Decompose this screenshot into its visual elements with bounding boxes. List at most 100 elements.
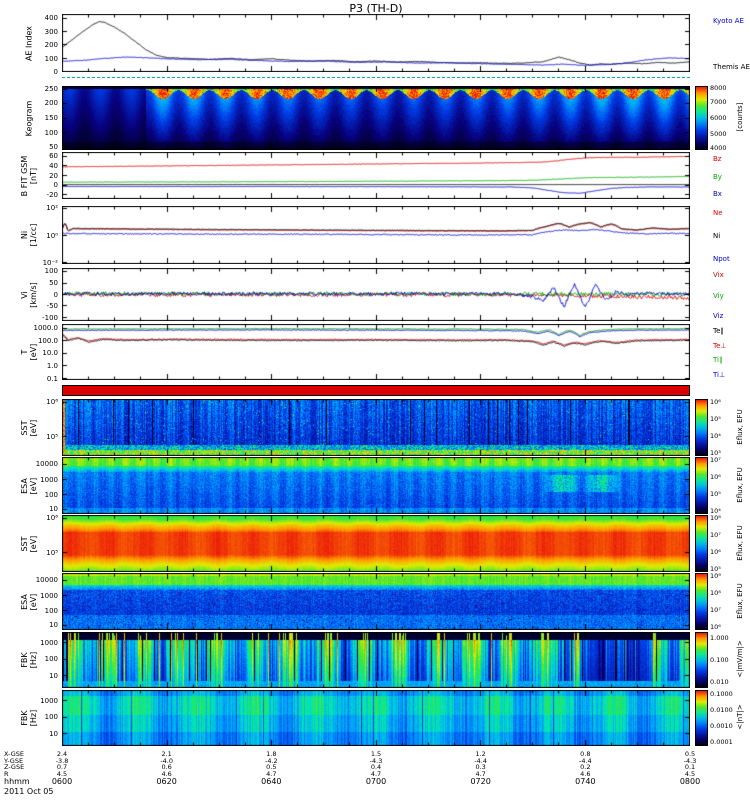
sst-ion-colorbar-tick: 10⁶ xyxy=(710,397,721,406)
ae-index-legend-1: Themis AE xyxy=(713,63,750,71)
esa-electron-colorbar-tick: 10⁷ xyxy=(710,606,721,615)
keogram-ytick-label: 150 xyxy=(44,114,58,122)
sst-ion-ytick-label: 10⁵ xyxy=(46,432,58,441)
keogram-colorbar xyxy=(695,86,708,150)
footer-axis-value: 4.7 xyxy=(266,769,277,778)
footer-axis-value: 1.8 xyxy=(266,750,277,758)
keogram-ytick-label: 50 xyxy=(49,142,58,151)
time-tick-label: 0800 xyxy=(679,777,701,786)
fbk-e-ytick-label: 10 xyxy=(49,672,58,681)
temperature-ytick-label: 10.0 xyxy=(42,349,58,358)
footer-axis-label: Y-GSE xyxy=(4,756,24,765)
temperature-ytick-label: 100.0 xyxy=(37,336,58,345)
temperature-ytick-label: 1.0 xyxy=(46,362,58,371)
velocity-legend-2: Viz xyxy=(713,312,724,320)
b-field-legend-1: By xyxy=(713,172,722,181)
ae-index-ytick-label: 200 xyxy=(44,41,58,50)
velocity-ytick-label: -100 xyxy=(42,313,58,322)
plot-title: P3 (TH-D) xyxy=(349,2,403,15)
footer-axis-value: 0.3 xyxy=(475,763,486,771)
footer-axis-value: 4.5 xyxy=(684,769,696,778)
b-field-ytick-label: 40 xyxy=(49,161,58,170)
fbk-e-colorbar-tick: 1.000 xyxy=(710,633,729,642)
temperature-legend-0: Te∥ xyxy=(713,327,724,335)
footer-axis-value: -4.3 xyxy=(369,756,383,765)
time-tick-label: 0600 xyxy=(51,777,73,786)
temperature-canvas xyxy=(62,324,690,380)
footer-axis-value: 2.4 xyxy=(56,750,68,758)
ae-index-legend-0: Kyoto AE xyxy=(713,17,744,25)
sst-ion-ytick-label: 10⁶ xyxy=(46,397,58,406)
keogram-ytick-label: 200 xyxy=(44,99,58,108)
footer-axis-label: Z-GSE xyxy=(4,763,25,771)
esa-ion-ytick-label: 10 xyxy=(49,505,58,514)
b-field-ytick-label: -20 xyxy=(46,191,58,200)
esa-ion-ytick-label: 100 xyxy=(44,490,58,499)
footer-axis-value: -3.8 xyxy=(55,756,69,765)
fbk-b-colorbar-tick: 0.0100 xyxy=(710,706,733,715)
esa-ion-colorbar-tick: 10⁶ xyxy=(710,472,721,481)
footer-axis-value: 1.2 xyxy=(475,750,486,758)
b-field-legend-0: Bz xyxy=(713,155,722,163)
density-ytick-label: 10² xyxy=(46,204,58,213)
footer-axis-label: R xyxy=(4,769,9,778)
sst-ion-colorbar xyxy=(695,399,708,456)
fbk-e-ytick-label: 1000 xyxy=(40,638,58,647)
esa-ion-ytick-label: 1000 xyxy=(40,475,58,484)
footer-axis-value: 4.6 xyxy=(161,769,172,778)
b-field-canvas xyxy=(62,152,690,199)
temperature-ytick-label: 0.1 xyxy=(46,374,58,383)
esa-electron-colorbar-tick: 10⁸ xyxy=(710,588,721,597)
fbk-b-ytick-label: 100 xyxy=(44,713,58,722)
time-tick-label: 0700 xyxy=(365,777,387,786)
esa-electron-colorbar-tick: 10⁶ xyxy=(710,623,721,632)
velocity-canvas xyxy=(62,268,690,321)
footer-axis-value: 4.5 xyxy=(56,769,68,778)
footer-axis-value: 4.7 xyxy=(370,769,382,778)
date-label: 2011 Oct 05 xyxy=(4,787,54,796)
b-field-legend-2: Bx xyxy=(713,190,722,198)
ae-index-ytick-label: 0 xyxy=(53,68,58,76)
temperature-legend-1: Te⊥ xyxy=(713,341,727,350)
fbk-b-ytick-label: 1000 xyxy=(40,696,58,705)
density-legend-0: Ne xyxy=(713,209,723,217)
sst-electron-colorbar-tick: 10⁶ xyxy=(710,548,721,557)
sst-electron-colorbar-tick: 10⁵ xyxy=(710,565,721,574)
keogram-colorbar-tick: 4000 xyxy=(710,144,727,153)
temperature-ytick-label: 1000.0 xyxy=(33,323,59,332)
keogram-ytick-label: 100 xyxy=(44,128,58,137)
velocity-ytick-label: 0 xyxy=(53,290,58,299)
temperature-legend-3: Ti⊥ xyxy=(713,371,726,379)
esa-electron-ytick-label: 1000 xyxy=(40,591,58,600)
sst-electron-colorbar-tick: 10⁸ xyxy=(710,513,721,522)
esa-ion-colorbar-tick: 10⁷ xyxy=(710,455,721,464)
esa-electron-colorbar-tick: 10⁹ xyxy=(710,571,721,580)
fbk-e-colorbar-tick: 0.100 xyxy=(710,656,729,664)
density-legend-2: Npot xyxy=(713,255,730,263)
esa-ion-colorbar-tick: 10⁵ xyxy=(710,490,721,499)
fbk-e-colorbar xyxy=(695,632,708,688)
footer-axis-label: X-GSE xyxy=(4,750,24,758)
footer-axis-value: 0.7 xyxy=(56,763,68,771)
roi-line xyxy=(62,77,690,78)
density-legend-1: Ni xyxy=(713,232,721,240)
esa-electron-ytick-label: 10 xyxy=(49,621,58,630)
esa-electron-canvas xyxy=(62,573,690,630)
footer-axis-value: 0.1 xyxy=(684,763,696,771)
footer-axis-value: -4.0 xyxy=(160,756,173,765)
sst-ion-colorbar-tick: 10⁴ xyxy=(710,432,721,441)
ae-index-ytick-label: 400 xyxy=(44,14,58,23)
esa-ion-colorbar-tick: 10⁴ xyxy=(710,507,721,516)
ae-index-ytick-label: 100 xyxy=(44,54,58,63)
ae-index-canvas xyxy=(62,14,690,72)
footer-axis-value: -4.4 xyxy=(578,756,592,765)
footer-axis-value: -4.2 xyxy=(264,756,278,765)
roi-bar xyxy=(62,385,690,396)
ae-index-ytick-label: 300 xyxy=(44,27,58,36)
footer-axis-value: 0.2 xyxy=(580,763,591,771)
keogram-colorbar-unit: [counts] xyxy=(736,102,744,132)
footer-axis-value: -4.3 xyxy=(683,756,697,765)
density-ytick-label: 10⁻² xyxy=(42,258,58,267)
footer-axis-value: 4.6 xyxy=(580,769,591,778)
